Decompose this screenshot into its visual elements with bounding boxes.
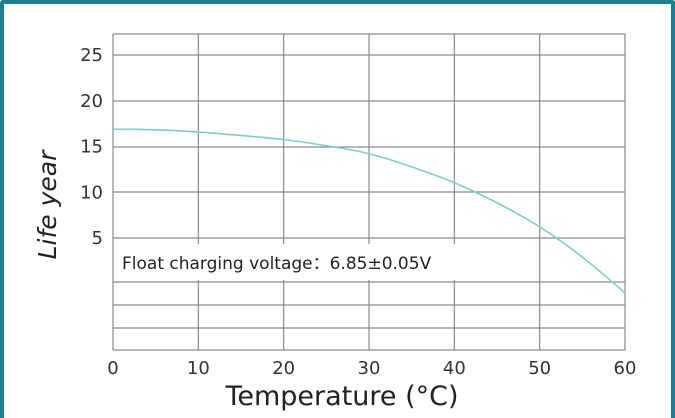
y-tick-label: 5: [92, 228, 103, 249]
x-axis-label: Temperature (°C): [224, 381, 458, 412]
y-axis-label: Life year: [33, 149, 62, 259]
x-tick-label: 50: [528, 358, 551, 379]
grid: [112, 33, 626, 351]
x-tick-label: 10: [187, 358, 210, 379]
x-tick-label: 20: [272, 358, 295, 379]
plot-area: [113, 128, 625, 294]
x-tick-label: 0: [107, 358, 118, 379]
x-tick-label: 30: [358, 358, 381, 379]
y-tick-label: 10: [80, 182, 103, 203]
annotation-text: Float charging voltage：6.85±0.05V: [122, 254, 432, 274]
y-tick-label: 15: [80, 137, 103, 158]
y-tick-labels: 5 10 15 20 25: [80, 45, 103, 249]
y-tick-label: 25: [80, 45, 103, 66]
annotation-background: [116, 244, 466, 280]
x-tick-labels: 0 10 20 30 40 50 60: [107, 358, 636, 379]
y-tick-label: 20: [80, 91, 103, 112]
x-tick-label: 40: [443, 358, 466, 379]
series-line: [113, 128, 625, 294]
x-tick-label: 60: [614, 358, 637, 379]
